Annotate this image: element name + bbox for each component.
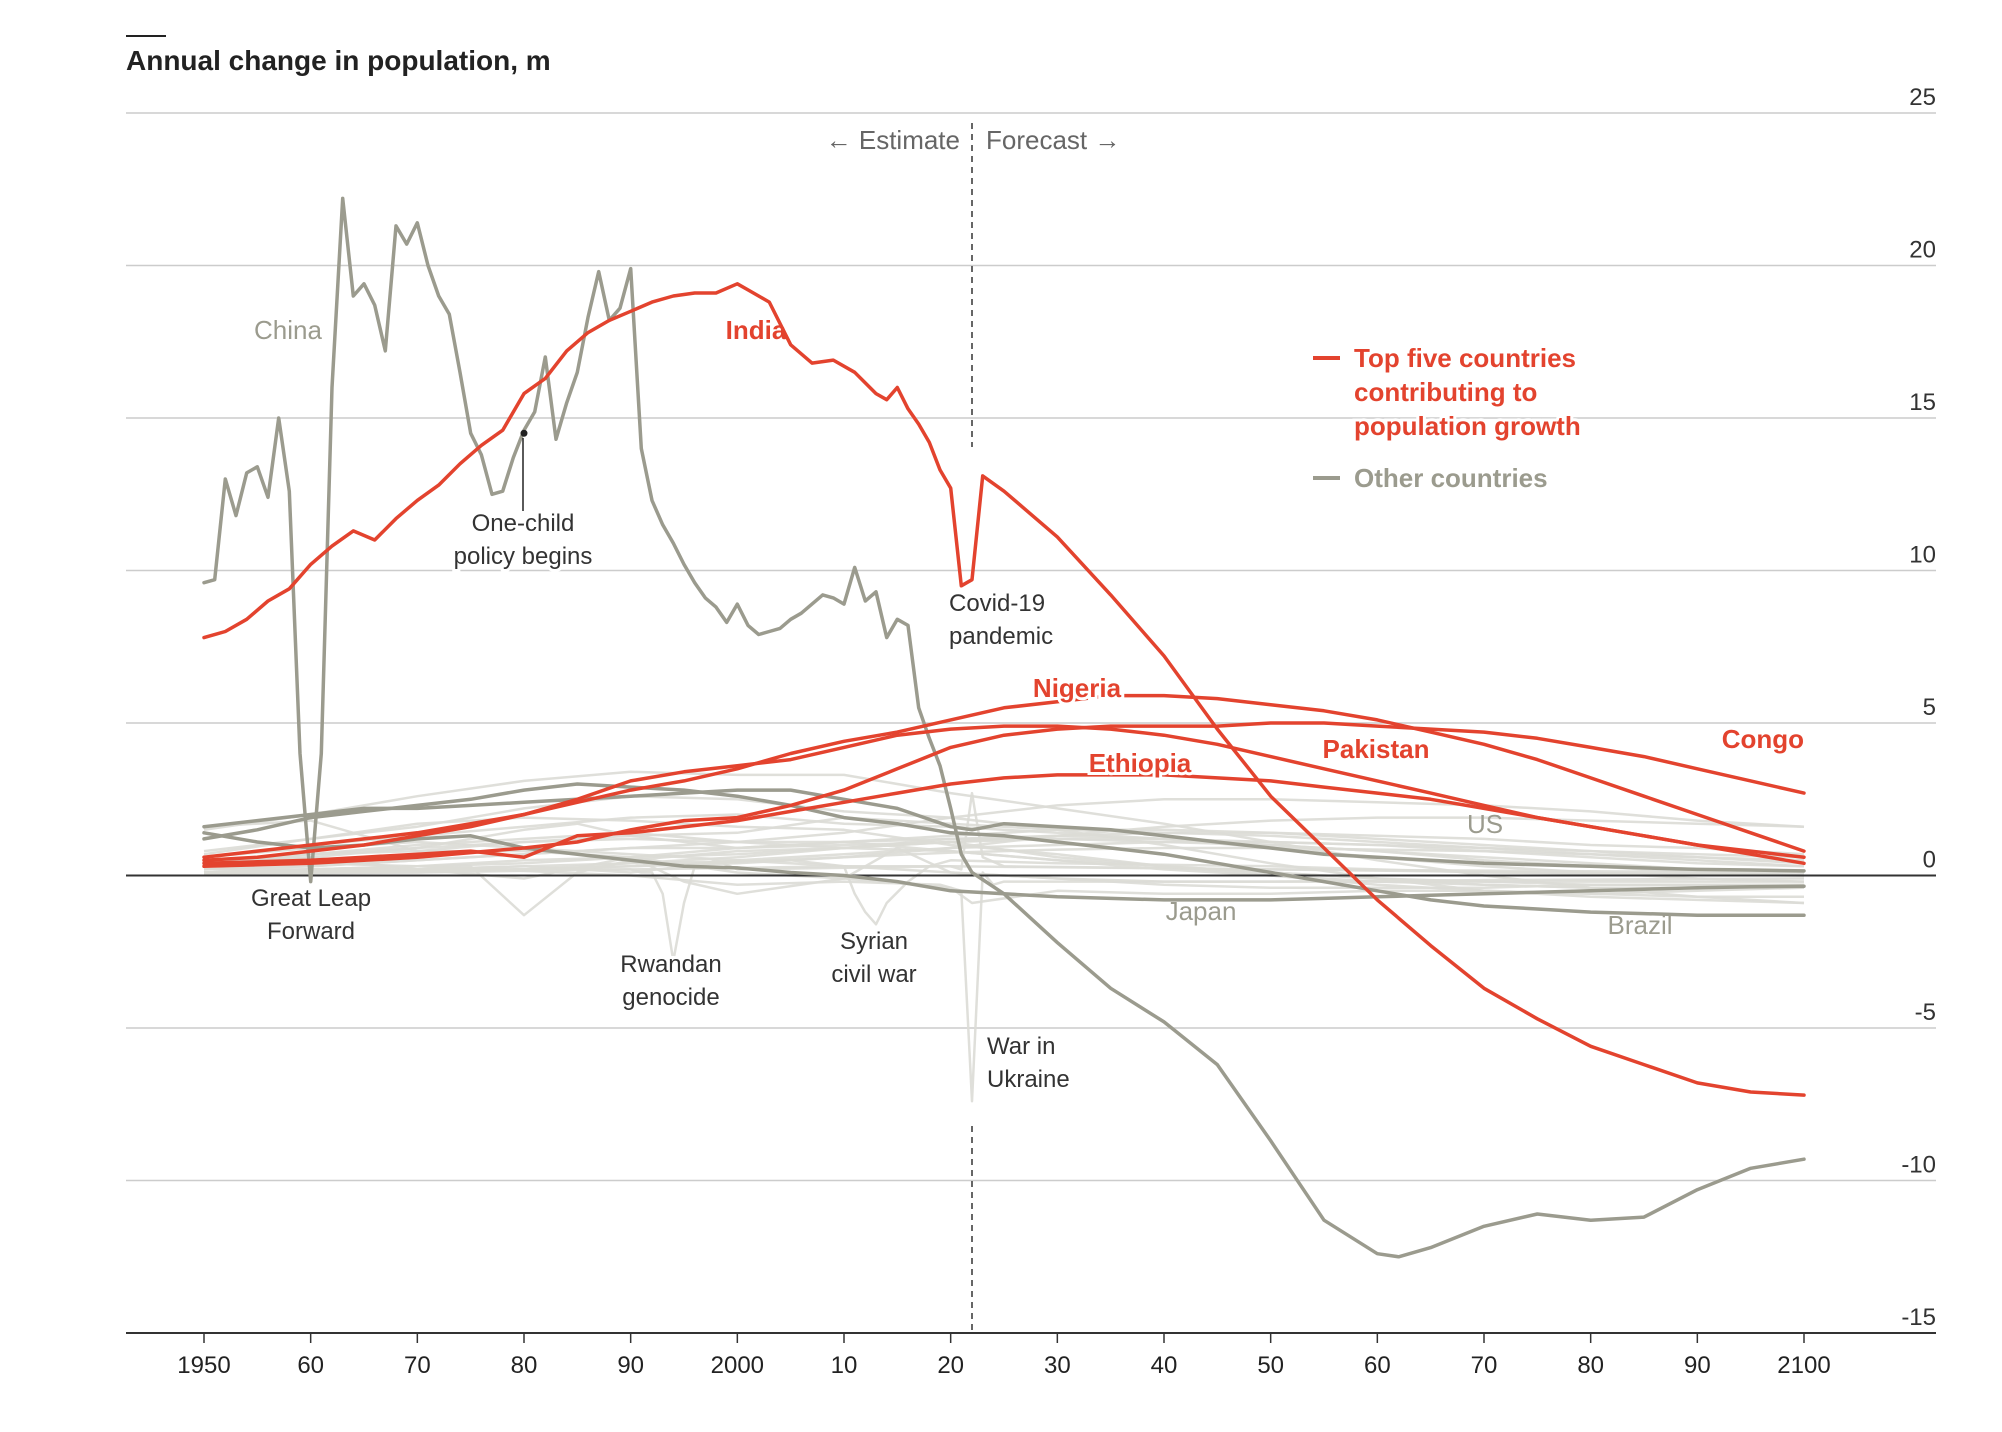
y-tick-label: -10 [1901, 1152, 1936, 1179]
series-line-ethiopia [202, 773, 1806, 866]
annotation-great-leap-forward: Great Leap Forward [251, 885, 371, 945]
annotation-line: Rwandan [620, 951, 721, 978]
annotation-war-in-ukraine: War in Ukraine [987, 1033, 1070, 1093]
series-line-egypt [203, 816, 1805, 868]
y-tick-label: 10 [1909, 542, 1936, 569]
x-tick-label: 30 [1044, 1352, 1071, 1379]
chart-title: Annual change in population, m [126, 45, 551, 76]
series-line-madagascar [203, 846, 1805, 875]
legend-label-line: contributing to [1354, 377, 1537, 407]
annotation-line: War in [987, 1033, 1055, 1060]
series-line-congo [202, 721, 1806, 869]
series-label-india: India [726, 315, 787, 345]
y-tick-label: -5 [1915, 999, 1936, 1026]
y-tick-label: 15 [1909, 389, 1936, 416]
x-tick-label: 90 [617, 1352, 644, 1379]
annotation-line: Syrian [840, 928, 908, 955]
annotation-line: policy begins [454, 543, 593, 570]
y-tick-label: 0 [1923, 847, 1936, 874]
series-label-brazil: Brazil [1607, 910, 1672, 940]
series-label-nigeria: Nigeria [1033, 673, 1122, 703]
legend-label-line: Top five countries [1354, 343, 1576, 373]
annotation-line: Great Leap [251, 885, 371, 912]
legend-label: Top five countries contributing to populat… [1354, 343, 1581, 441]
series-line-philippines [203, 813, 1805, 883]
x-tick-label: 40 [1151, 1352, 1178, 1379]
series-line-china [202, 196, 1806, 1259]
x-tick-label: 70 [1471, 1352, 1498, 1379]
annotation-covid-19-pandemic: Covid-19 pandemic [949, 590, 1053, 650]
main-series [202, 196, 1806, 1259]
x-tick-label: 2100 [1777, 1352, 1830, 1379]
x-tick-label: 60 [297, 1352, 324, 1379]
series-label-ethiopia: Ethiopia [1089, 748, 1192, 778]
x-tick-label: 80 [1577, 1352, 1604, 1379]
x-tick-label: 80 [511, 1352, 538, 1379]
series-label-pakistan: Pakistan [1323, 734, 1430, 764]
annotation-rwandan-genocide: Rwandan genocide [620, 951, 721, 1011]
x-tick-label: 70 [404, 1352, 431, 1379]
x-tick-label: 20 [937, 1352, 964, 1379]
annotation-line: civil war [831, 961, 916, 988]
x-tick-label: 2000 [711, 1352, 764, 1379]
series-line-mozambique [203, 840, 1805, 874]
x-tick-label: 10 [831, 1352, 858, 1379]
legend-label: Other countries [1354, 463, 1548, 493]
estimate-label: ← Estimate [826, 125, 960, 155]
annotation-line: Forward [267, 918, 355, 945]
series-label-us: US [1467, 809, 1503, 839]
forecast-label: Forecast → [986, 125, 1120, 155]
annotation-one-child-policy-begins: One-child policy begins [454, 510, 593, 570]
series-line-japan [202, 831, 1806, 902]
series-line-turkey [203, 837, 1804, 886]
x-tick-label: 60 [1364, 1352, 1391, 1379]
series-line-us [202, 788, 1806, 873]
legend-label-line: population growth [1354, 411, 1581, 441]
annotation-line: genocide [622, 984, 719, 1011]
series-line-uganda [203, 828, 1805, 874]
annotation-syrian-civil-war: Syrian civil war [831, 928, 916, 988]
y-tick-label: 5 [1923, 694, 1936, 721]
legend-label-line: Other countries [1354, 463, 1548, 493]
x-tick-label: 50 [1257, 1352, 1284, 1379]
y-tick-label: 25 [1909, 84, 1936, 111]
x-tick-label: 90 [1684, 1352, 1711, 1379]
gridlines [126, 112, 1936, 1334]
background-series [203, 770, 1805, 1103]
annotation-line: Ukraine [987, 1066, 1070, 1093]
annotation-marker [520, 429, 528, 437]
annotation-line: pandemic [949, 623, 1053, 650]
y-tick-label: 20 [1909, 237, 1936, 264]
series-line-brazil [202, 782, 1806, 917]
series-label-congo: Congo [1722, 724, 1804, 754]
x-tick-label: 1950 [177, 1352, 230, 1379]
series-label-japan: Japan [1166, 896, 1237, 926]
series-label-china: China [254, 315, 322, 345]
annotation-line: Covid-19 [949, 590, 1045, 617]
series-line-india [202, 282, 1806, 1097]
y-tick-label: -15 [1901, 1304, 1936, 1331]
legend: Top five countries contributing to populat… [1313, 340, 1584, 496]
series-line-sudan [203, 837, 1805, 874]
series-line-nigeria [202, 693, 1806, 859]
annotation-line: One-child [472, 510, 575, 537]
